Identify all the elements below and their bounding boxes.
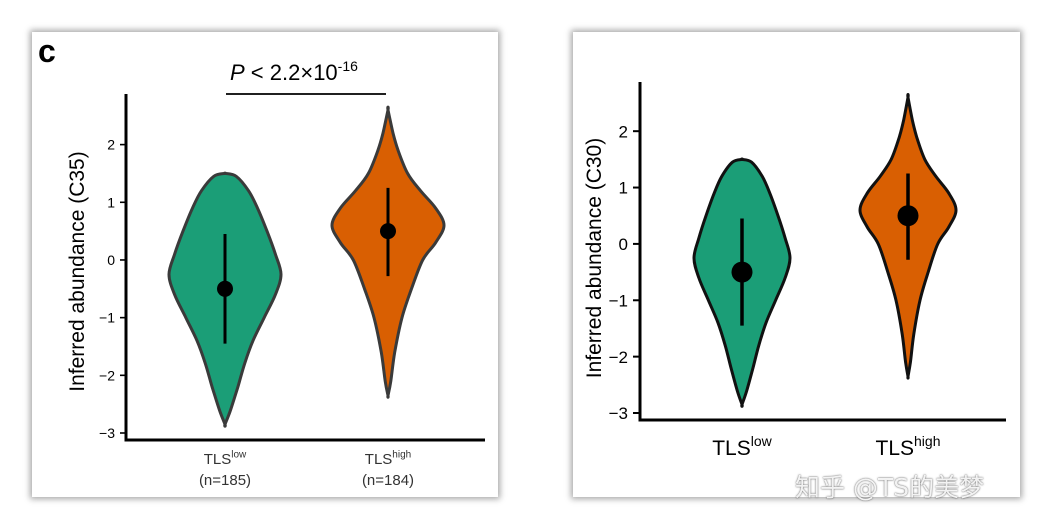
right-chart-panel: Inferred abundance (C30) 2 1 0 −1 −2 −3 TLSlow T… bbox=[573, 32, 1020, 497]
watermark-text: 知乎 @TS的美梦 bbox=[795, 473, 985, 502]
median-point bbox=[897, 205, 919, 227]
median-point bbox=[217, 280, 233, 297]
x-category-label: TLShigh bbox=[876, 433, 941, 460]
panel-label: c bbox=[38, 33, 56, 69]
y-tick-label: 2 bbox=[619, 122, 628, 141]
y-tick-label: −1 bbox=[609, 291, 628, 310]
y-tick-label: 1 bbox=[619, 179, 628, 198]
y-tick-label: 0 bbox=[619, 235, 628, 254]
y-axis-title: Inferred abundance (C35) bbox=[66, 151, 89, 392]
left-chart-panel: Inferred abundance (C35) 2 1 0 −1 −2 −3 TLSlow (… bbox=[32, 32, 498, 497]
x-category-label: TLSlow bbox=[712, 433, 772, 460]
sample-size-label: (n=184) bbox=[362, 472, 414, 489]
median-point bbox=[380, 223, 396, 240]
median-point bbox=[731, 261, 753, 283]
x-category-label: TLSlow bbox=[204, 450, 247, 468]
y-tick-label: −3 bbox=[99, 425, 115, 441]
y-tick-label: −3 bbox=[609, 404, 628, 423]
right-violin-chart: Inferred abundance (C30) 2 1 0 −1 −2 −3 TLSlow T… bbox=[583, 82, 1006, 460]
left-violin-chart: Inferred abundance (C35) 2 1 0 −1 −2 −3 TLSlow (… bbox=[38, 33, 485, 489]
significance-annotation: P < 2.2×10-16 bbox=[230, 58, 358, 85]
y-axis-title: Inferred abundance (C30) bbox=[583, 138, 606, 379]
y-tick-label: 1 bbox=[107, 194, 115, 210]
y-tick-label: −2 bbox=[99, 367, 115, 383]
y-tick-label: 0 bbox=[107, 252, 115, 268]
sample-size-label: (n=185) bbox=[199, 472, 251, 489]
x-category-label: TLShigh bbox=[365, 450, 411, 468]
y-tick-label: −2 bbox=[609, 348, 628, 367]
y-tick-label: 2 bbox=[107, 137, 115, 153]
y-tick-label: −1 bbox=[99, 310, 115, 326]
